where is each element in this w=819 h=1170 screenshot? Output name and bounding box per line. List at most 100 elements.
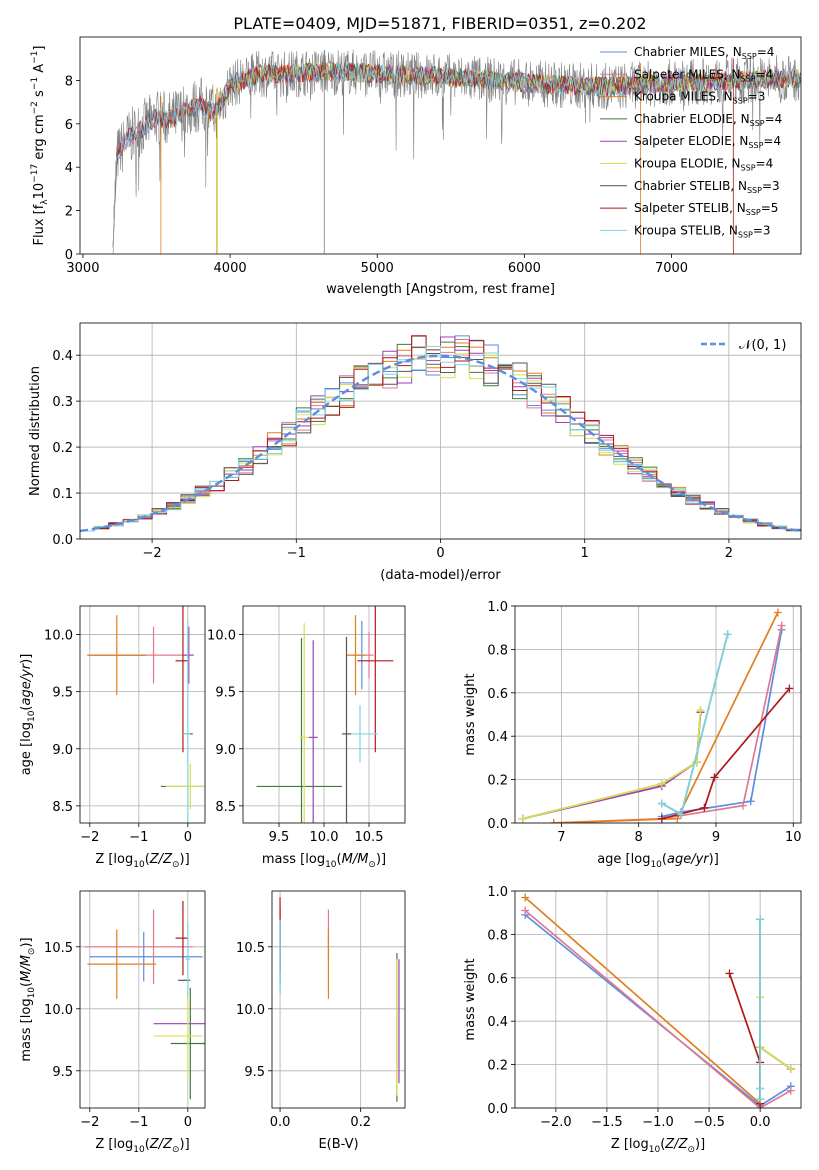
age_vs_Z-xlabel: Z [log10(Z/Z⊙)] — [95, 852, 189, 870]
errorbar-point — [357, 606, 394, 753]
legend-label: Salpeter MILES, NSSP=4 — [634, 67, 773, 83]
errorbar-point — [153, 992, 203, 1080]
x-tick-label: −1.0 — [642, 1115, 674, 1130]
spectrum-plot-area — [112, 49, 801, 254]
model-line-stelib-salpeter — [112, 62, 801, 248]
y-tick-label: 10.5 — [236, 941, 265, 956]
errorbar-point — [308, 640, 318, 823]
x-tick-label: 0 — [436, 546, 444, 561]
x-tick-label: 1 — [581, 546, 589, 561]
mass_vs_Z-ylabel: mass [log10(M/M⊙)] — [19, 937, 37, 1061]
y-tick-label: 9.0 — [215, 743, 236, 758]
y-tick-label: 0.4 — [487, 730, 508, 745]
y-tick-label: 4 — [65, 161, 73, 176]
age_vs_mass-frame: 9.5 10.0 10.5 8.5 9.0 9.5 10.0 mass [log10(M/M⊙… — [207, 605, 406, 870]
y-tick-label: 0.4 — [487, 1015, 508, 1030]
errorbar-point — [256, 637, 342, 823]
errorbar-point — [87, 615, 147, 696]
y-tick-label: 0.8 — [487, 928, 508, 943]
errorbar-point — [342, 636, 351, 823]
weight-marker — [521, 893, 530, 902]
weight_vs_age-border — [514, 605, 802, 824]
gaussian-curve — [80, 354, 801, 533]
legend-label: Chabrier ELODIE, NSSP=4 — [634, 112, 782, 128]
weight_vs_age-plot-area — [518, 608, 794, 823]
x-tick-label: 0 — [184, 1115, 192, 1130]
x-tick-label: −1 — [129, 1115, 148, 1130]
mass_vs_EBV-frame: 0.0 0.2 9.5 10.0 10.5 E(B-V) — [236, 890, 406, 1152]
weight-series-line — [524, 896, 761, 1105]
x-tick-label: −2 — [143, 546, 162, 561]
weight-series-line — [553, 625, 783, 823]
weight-marker — [521, 906, 530, 915]
x-tick-label: 5000 — [361, 261, 394, 276]
model-line-stelib-kroupa — [112, 61, 801, 248]
weight-marker — [710, 773, 719, 782]
x-tick-label: 7000 — [655, 261, 688, 276]
x-tick-label: −1 — [129, 830, 148, 845]
y-tick-label: 1.0 — [487, 885, 508, 900]
spectrum-legend: Chabrier MILES, NSSP=4 Salpeter MILES, NS… — [600, 45, 782, 239]
age_vs_Z-axes: −2 −1 0 8.5 9.0 9.5 10.0 Z [log10(Z/Z⊙)] age [lo… — [19, 605, 206, 870]
errorbar-point — [183, 626, 194, 684]
weight-marker — [756, 1095, 765, 1104]
y-tick-label: 10.0 — [44, 1003, 73, 1018]
x-tick-label: −1 — [287, 546, 306, 561]
x-tick-label: −0.5 — [693, 1115, 725, 1130]
y-tick-label: 0.0 — [487, 1102, 508, 1117]
mass_vs_Z-frame: −2 −1 0 9.5 10.0 10.5 Z [log10(Z/Z⊙)] mass [log… — [19, 890, 206, 1155]
x-tick-label: 8 — [635, 830, 643, 845]
age_vs_Z-plot-area — [87, 606, 205, 823]
weight-marker — [723, 630, 732, 639]
x-tick-label: −2 — [80, 1115, 99, 1130]
errorbar-point — [165, 763, 205, 810]
errorbar-point — [351, 705, 378, 763]
weight-marker — [756, 915, 765, 924]
errorbar-point — [299, 623, 309, 823]
y-tick-label: 9.5 — [244, 1065, 265, 1080]
legend-label: Chabrier MILES, NSSP=4 — [634, 45, 774, 61]
weight-marker — [786, 1064, 795, 1073]
age_vs_mass-border — [242, 605, 406, 824]
y-tick-label: 10.5 — [44, 941, 73, 956]
weight-series-line — [661, 633, 729, 816]
errorbar-point — [182, 619, 191, 823]
x-tick-label: 6000 — [508, 261, 541, 276]
weight-marker — [696, 706, 705, 715]
errorbar-point — [346, 615, 365, 696]
residual_hist-frame: −2 −1 0 1 2 0.0 0.1 0.2 0.3 0.4 (data-model)/error… — [28, 322, 802, 583]
y-tick-label: 0.6 — [487, 972, 508, 987]
y-tick-label: 0.8 — [487, 643, 508, 658]
model-line-stelib-chabrier — [112, 62, 801, 248]
residual_hist-border — [79, 322, 802, 540]
weight_vs_Z-frame: −2.0 −1.5 −1.0 −0.5 0.0 0.0 0.2 0.4 0.6 0.8 1.0 Z [… — [463, 885, 802, 1155]
x-tick-label: 3000 — [66, 261, 99, 276]
y-tick-label: 9.5 — [215, 686, 236, 701]
weight_vs_age-frame: 7 8 9 10 0.0 0.2 0.4 0.6 0.8 1.0 age [log10(age/yr… — [463, 600, 802, 870]
weight-marker — [756, 1084, 765, 1093]
weight-marker — [700, 803, 709, 812]
spectrum-xlabel: wavelength [Angstrom, rest frame] — [326, 282, 555, 297]
weight_vs_Z-plot-area — [521, 893, 795, 1108]
residual_hist-axes: −2 −1 0 1 2 0.0 0.1 0.2 0.3 0.4 (data-model)/error… — [28, 322, 802, 583]
y-tick-label: 9.5 — [52, 1065, 73, 1080]
y-tick-label: 8 — [65, 74, 73, 89]
y-tick-label: 9.0 — [52, 743, 73, 758]
y-tick-label: 0 — [65, 248, 73, 263]
legend-label: Salpeter STELIB, NSSP=5 — [634, 201, 778, 217]
weight-marker — [657, 779, 666, 788]
mass_vs_Z-plot-area — [84, 900, 205, 1100]
spectrum-axes: 3000 4000 5000 6000 7000 0 2 4 6 8 wavelength [Ang… — [30, 36, 802, 297]
spectrum-ylabel: Flux [fλ10−17 erg cm−2 s−1 A−1] — [30, 46, 50, 246]
x-tick-label: 7 — [557, 830, 565, 845]
spectrum-frame: 3000 4000 5000 6000 7000 0 2 4 6 8 wavelength [Ang… — [30, 36, 802, 297]
weight-marker — [786, 1086, 795, 1095]
age_vs_mass-axes: 9.5 10.0 10.5 8.5 9.0 9.5 10.0 mass [log10(M/M⊙… — [207, 605, 406, 870]
age_vs_Z-border — [79, 605, 206, 824]
errorbar-point — [185, 922, 191, 997]
weight_vs_age-xlabel: age [log10(age/yr)] — [597, 852, 719, 870]
legend-label: Salpeter ELODIE, NSSP=4 — [634, 134, 781, 150]
y-tick-label: 6 — [65, 118, 73, 133]
x-tick-label: −1.5 — [591, 1115, 623, 1130]
weight-series-line — [522, 712, 702, 820]
